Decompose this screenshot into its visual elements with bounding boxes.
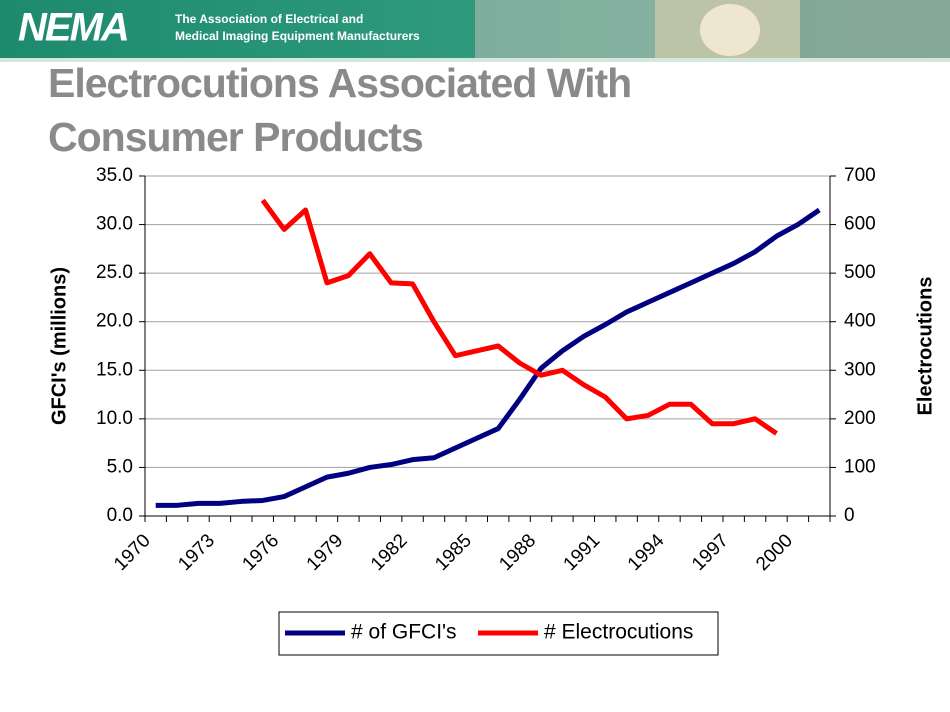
slide-title: Electrocutions Associated With Consumer … (48, 60, 632, 160)
y2-tick-label: 700 (844, 165, 876, 186)
bulb (700, 4, 760, 56)
series-line (260, 198, 778, 436)
y-tick-label: 5.0 (107, 456, 133, 477)
x-tick-label: 1976 (238, 530, 283, 575)
tagline: The Association of Electrical and (175, 12, 363, 26)
y-tick-label: 0.0 (107, 505, 133, 526)
header-photo (800, 0, 950, 58)
y2-tick-label: 600 (844, 214, 876, 235)
y2-tick-label: 100 (844, 456, 876, 477)
y2-tick-label: 300 (844, 359, 876, 380)
x-tick-label: 1988 (495, 530, 540, 575)
y-tick-label: 15.0 (96, 359, 133, 380)
y-tick-label: 30.0 (96, 214, 133, 235)
y2-tick-label: 500 (844, 262, 876, 283)
y-tick-label: 25.0 (96, 262, 133, 283)
logo: NEMA (18, 6, 128, 50)
x-tick-label: 1991 (560, 530, 605, 575)
x-tick-label: 1973 (174, 530, 219, 575)
y2-tick-label: 0 (844, 505, 855, 526)
x-tick-label: 1985 (431, 530, 476, 575)
legend-label: # Electrocutions (544, 621, 693, 644)
y2-tick-label: 200 (844, 408, 876, 429)
x-tick-label: 1994 (624, 530, 669, 575)
x-tick-label: 1997 (688, 530, 733, 575)
x-tick-label: 1979 (303, 530, 348, 575)
x-tick-label: 2000 (752, 530, 797, 575)
y-tick-label: 35.0 (96, 165, 133, 186)
series-line (155, 207, 821, 508)
x-tick-label: 1982 (367, 530, 412, 575)
y2-axis-label: Electrocutions (914, 277, 936, 416)
y2-tick-label: 400 (844, 311, 876, 332)
header-photo (475, 0, 655, 58)
y-tick-label: 20.0 (96, 311, 133, 332)
legend-label: # of GFCI's (351, 621, 457, 644)
y-axis-label: GFCI's (millions) (48, 267, 70, 425)
tagline: Medical Imaging Equipment Manufacturers (175, 29, 420, 43)
x-tick-label: 1970 (110, 530, 155, 575)
y-tick-label: 10.0 (96, 408, 133, 429)
header-rule (0, 58, 950, 62)
